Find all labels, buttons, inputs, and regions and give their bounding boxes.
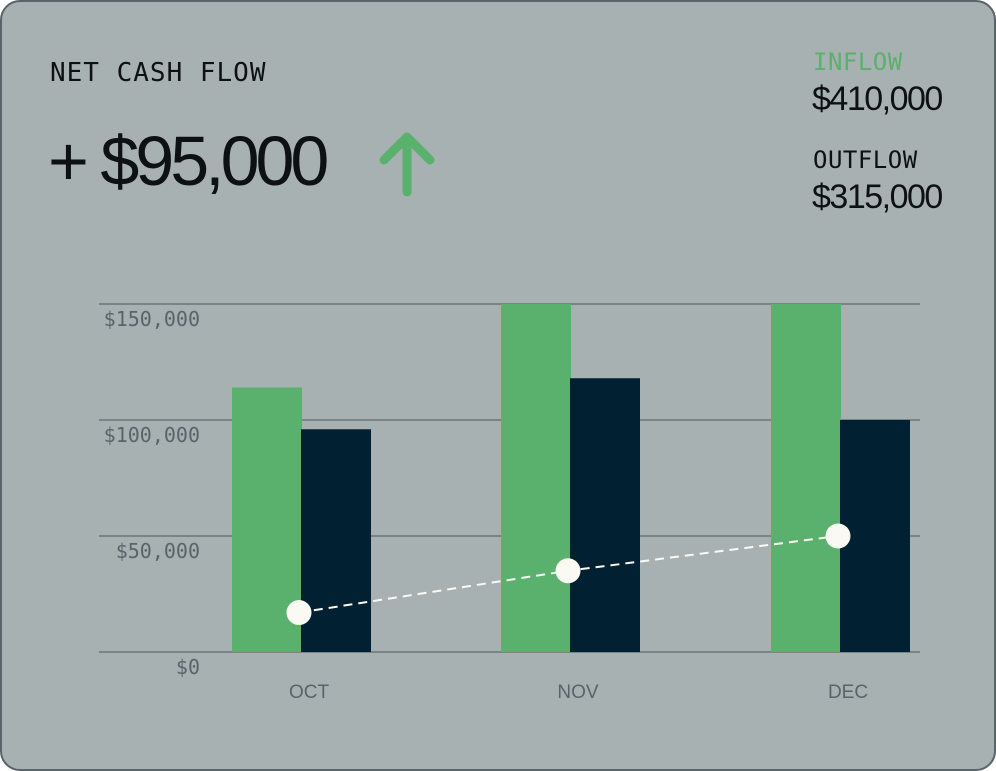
legend-outflow-label: OUTFLOW	[813, 146, 918, 174]
bar-outflow-dec	[840, 420, 910, 652]
legend-inflow-value: $410,000	[812, 80, 943, 118]
net-point-dec	[825, 523, 851, 549]
legend-inflow-label: INFLOW	[813, 48, 903, 76]
y-tick-label: $50,000	[116, 539, 200, 563]
x-tick-label: OCT	[289, 682, 330, 703]
chart-title: NET CASH FLOW	[50, 58, 267, 88]
y-tick-label: $150,000	[104, 307, 200, 331]
net-point-nov	[555, 558, 581, 584]
bar-outflow-oct	[301, 429, 371, 652]
arrow-up-icon	[379, 132, 435, 197]
x-tick-label: DEC	[828, 682, 868, 703]
x-tick-label: NOV	[557, 682, 599, 703]
legend-outflow-value: $315,000	[812, 178, 943, 216]
bar-inflow-nov	[501, 304, 571, 652]
bar-outflow-nov	[570, 378, 640, 652]
bar-inflow-dec	[771, 304, 841, 652]
y-tick-label: $0	[176, 655, 200, 679]
y-tick-label: $100,000	[104, 423, 200, 447]
net-point-oct	[286, 600, 312, 626]
net-cash-flow-value: + $95,000	[48, 122, 329, 200]
